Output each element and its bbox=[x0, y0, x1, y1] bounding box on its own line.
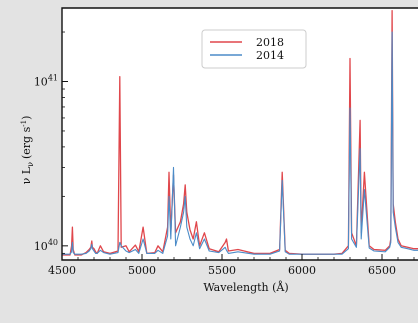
axes bbox=[61, 7, 418, 261]
y-axis-label-sub: ν bbox=[26, 162, 35, 167]
y-axis-label-units-close: ) bbox=[20, 116, 33, 120]
axes-frame bbox=[61, 7, 418, 261]
legend: 2018 2014 bbox=[201, 29, 307, 69]
x-tick-label: 5500 bbox=[208, 264, 236, 277]
x-tick-label: 4500 bbox=[48, 264, 76, 277]
series-line-2018 bbox=[62, 9, 418, 256]
x-tick-label: 6500 bbox=[368, 264, 396, 277]
y-tick-label: 1040 bbox=[34, 238, 58, 253]
x-tick-label: 6000 bbox=[288, 264, 316, 277]
legend-label-2014: 2014 bbox=[256, 49, 284, 62]
tick-labels: 4500 5000 5500 6000 6500 1040 1041 bbox=[34, 73, 396, 277]
svg-text:ν Lν(erg s-1): ν Lν (erg s-1) bbox=[20, 116, 35, 185]
legend-label-2018: 2018 bbox=[256, 36, 284, 49]
x-tick-label: 5000 bbox=[128, 264, 156, 277]
series-line-2014 bbox=[62, 31, 418, 255]
legend-box bbox=[201, 29, 307, 69]
x-axis-label: Wavelength (Å) bbox=[203, 280, 288, 294]
y-axis-label-units: (erg s bbox=[20, 126, 33, 159]
y-axis-label-main: ν L bbox=[20, 166, 33, 184]
y-tick-label: 1041 bbox=[34, 73, 58, 88]
y-axis-label-units-sup: -1 bbox=[20, 120, 28, 127]
series-lines bbox=[62, 9, 418, 256]
y-axis-label: ν Lν (erg s-1) bbox=[20, 116, 35, 185]
